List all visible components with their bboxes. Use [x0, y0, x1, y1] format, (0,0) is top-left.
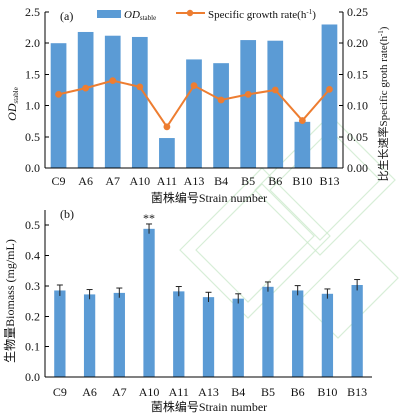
legend-a: ODstable Specific growth rate(h-1)	[97, 8, 316, 22]
bar-biomass-B6	[292, 290, 304, 377]
bar-od-B5	[240, 40, 257, 168]
bar-biomass-B13	[351, 284, 363, 377]
tick-label-y-right-a: 0.25	[347, 5, 368, 19]
bar-biomass-A10	[143, 228, 155, 377]
plot-area-b: ** 0.0 0.1 0.2 0.3 0.4 0.5 C9 A6 A7 A10 A11 A13 B4 B5 B…	[25, 210, 372, 399]
tick-label-x-b: C9	[53, 385, 67, 399]
tick-label-x-a: A11	[157, 174, 177, 188]
tick-label-y-left-a: 0.5	[25, 130, 40, 144]
tick-label-x-b: B13	[347, 385, 367, 399]
tick-label-x-b: B5	[261, 385, 275, 399]
axis-label-y-b: 生物量Biomass (mg/mL)	[3, 239, 17, 363]
bar-od-A10	[131, 36, 148, 169]
point-growth-B5	[244, 90, 252, 98]
point-growth-B10	[298, 117, 306, 124]
tick-label-y-b: 0.5	[25, 218, 40, 232]
axis-label-y-left-a: ODstable	[5, 87, 20, 121]
tick-label-y-left-a: 2.0	[25, 36, 40, 50]
tick-label-y-left-a: 1.0	[25, 99, 40, 113]
point-growth-C9	[55, 90, 62, 98]
tick-label-y-left-a: 1.5	[25, 67, 40, 81]
panel-b-label: (b)	[60, 207, 74, 221]
point-growth-A7	[109, 77, 117, 85]
bar-biomass-B10	[321, 293, 334, 377]
tick-label-x-b: A13	[198, 385, 219, 399]
panel-b: (b) ** 0.0 0.1 0.2 0.3 0.4 0.5 C9 A6 A7 A10 A11 A13 B…	[3, 207, 372, 414]
tick-label-y-b: 0.1	[25, 340, 40, 354]
tick-label-x-a: B6	[268, 174, 282, 188]
bar-biomass-A11	[173, 291, 185, 377]
point-growth-A6	[82, 84, 90, 92]
tick-label-x-a: B10	[292, 174, 312, 188]
tick-label-x-b: A7	[112, 385, 127, 399]
panel-a: (a) ODstable Specific growth rate(h-1) 0…	[5, 5, 390, 205]
tick-label-x-a: A13	[184, 174, 205, 188]
tick-label-y-left-a: 2.5	[25, 5, 40, 19]
axis-label-x-a: 菌株编号Strain number	[151, 190, 267, 205]
tick-label-y-right-a: 0.15	[347, 67, 368, 81]
bar-od-B4	[213, 63, 229, 168]
bar-od-A7	[104, 35, 121, 168]
point-growth-A11	[163, 123, 171, 131]
bar-biomass-B5	[262, 286, 274, 377]
tick-label-x-b: A6	[82, 385, 97, 399]
bar-od-B13	[321, 24, 338, 169]
axis-label-y-right-a: 比生长速率Specific groth rate(h-1)	[376, 26, 390, 181]
tick-label-x-b: B4	[231, 385, 245, 399]
tick-label-y-left-a: 0.0	[25, 161, 40, 175]
tick-label-y-b: 0.0	[25, 370, 40, 384]
tick-label-x-b: A10	[139, 385, 160, 399]
point-growth-B13	[326, 85, 333, 93]
tick-label-x-b: B10	[317, 385, 337, 399]
bar-biomass-A13	[202, 297, 215, 377]
tick-label-x-a: A6	[78, 174, 93, 188]
point-growth-A10	[136, 83, 144, 91]
legend-label-od: ODstable	[124, 9, 156, 22]
tick-label-x-a: A7	[105, 174, 120, 188]
tick-label-y-b: 0.4	[25, 249, 40, 263]
axis-label-x-b: 菌株编号Strain number	[151, 399, 267, 414]
bar-od-A6	[77, 31, 94, 168]
point-growth-B4	[217, 96, 225, 104]
bar-od-B10	[294, 121, 311, 168]
tick-label-y-right-a: 0.05	[347, 130, 368, 144]
bar-od-C9	[50, 43, 67, 169]
tick-label-x-a: B4	[214, 174, 228, 188]
legend-marker-growth	[186, 9, 194, 17]
bar-biomass-B4	[232, 298, 244, 377]
tick-label-x-b: A11	[169, 385, 189, 399]
tick-label-x-a: A10	[129, 174, 150, 188]
bar-biomass-C9	[54, 290, 66, 377]
tick-label-x-a: B5	[241, 174, 255, 188]
tick-label-x-a: B13	[319, 174, 339, 188]
tick-label-y-right-a: 0.20	[347, 36, 368, 50]
bar-od-A11	[159, 138, 175, 168]
tick-label-y-b: 0.3	[25, 279, 40, 293]
tick-label-x-a: C9	[52, 174, 66, 188]
bar-biomass-A6	[83, 294, 96, 377]
annotation-significance: **	[143, 211, 155, 225]
tick-label-y-b: 0.2	[25, 309, 40, 323]
point-growth-B6	[271, 86, 279, 94]
legend-swatch-od	[97, 10, 121, 18]
tick-label-x-b: B6	[291, 385, 305, 399]
legend-label-growth: Specific growth rate(h-1)	[208, 8, 316, 21]
point-growth-A13	[190, 82, 198, 90]
plot-area-a: 0.0 0.5 1.0 1.5 2.0 2.5 0.00 0.05 0.10 0.15 0.20 0.…	[25, 5, 368, 188]
tick-label-y-right-a: 0.00	[347, 161, 368, 175]
panel-a-label: (a)	[60, 9, 73, 23]
bar-od-B6	[267, 40, 284, 169]
bar-od-A13	[186, 59, 202, 169]
tick-label-y-right-a: 0.10	[347, 99, 368, 113]
bar-biomass-A7	[113, 292, 125, 377]
